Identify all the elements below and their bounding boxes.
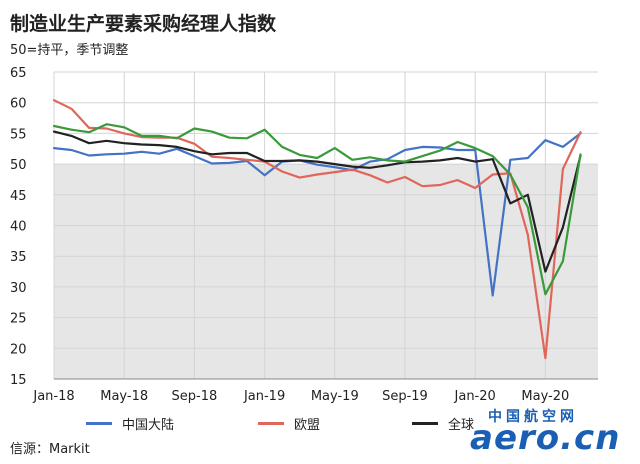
y-tick-label: 25 <box>10 312 27 327</box>
legend-label-china: 中国大陆 <box>122 417 175 433</box>
x-tick-label: Jan-18 <box>32 389 74 404</box>
y-tick-label: 55 <box>10 127 27 142</box>
y-tick-label: 30 <box>10 281 27 296</box>
contraction-shade <box>54 164 598 379</box>
watermark-logo: 中国航空网 aero.cn <box>470 406 638 462</box>
legend-item-china: 中国大陆 <box>86 414 175 433</box>
y-tick-label: 50 <box>10 158 27 173</box>
chart-title: 制造业生产要素采购经理人指数 <box>10 13 277 35</box>
legend-swatch-eu <box>258 421 284 425</box>
chart-subtitle: 50=持平，季节调整 <box>10 43 129 58</box>
x-tick-label: Jan-20 <box>454 389 496 404</box>
watermark-bottom-text: aero.cn <box>470 418 621 458</box>
legend-swatch-china <box>86 421 112 425</box>
legend-item-eu: 欧盟 <box>258 414 321 433</box>
legend-item-global: 全球 <box>412 414 475 433</box>
x-tick-label: Jan-19 <box>243 389 285 404</box>
x-tick-label: May-20 <box>521 389 569 404</box>
x-tick-label: May-19 <box>311 389 359 404</box>
series-line-global <box>52 130 582 273</box>
legend-label-eu: 欧盟 <box>294 417 321 433</box>
legend-label-global: 全球 <box>448 417 475 433</box>
series-line-eu <box>52 99 582 360</box>
y-tick-label: 40 <box>10 220 27 235</box>
y-tick-label: 35 <box>10 250 27 265</box>
y-tick-label: 60 <box>10 97 27 112</box>
watermark-top-text: 中国航空网 <box>488 409 578 425</box>
series-line-4 <box>52 123 582 296</box>
y-tick-label: 15 <box>10 373 27 388</box>
x-tick-label: May-18 <box>100 389 148 404</box>
x-tick-label: Sep-18 <box>172 389 218 404</box>
x-tick-label: Sep-19 <box>382 389 428 404</box>
y-tick-label: 20 <box>10 342 27 357</box>
source-note: 信源：Markit <box>10 442 90 457</box>
line-chart: 15 20 25 30 35 40 45 50 55 60 65 Jan-18 May-18 Sep-18… <box>10 66 598 404</box>
series-line-china <box>52 132 582 297</box>
y-tick-label: 65 <box>10 66 27 81</box>
legend-swatch-global <box>412 421 438 425</box>
y-tick-label: 45 <box>10 189 27 204</box>
